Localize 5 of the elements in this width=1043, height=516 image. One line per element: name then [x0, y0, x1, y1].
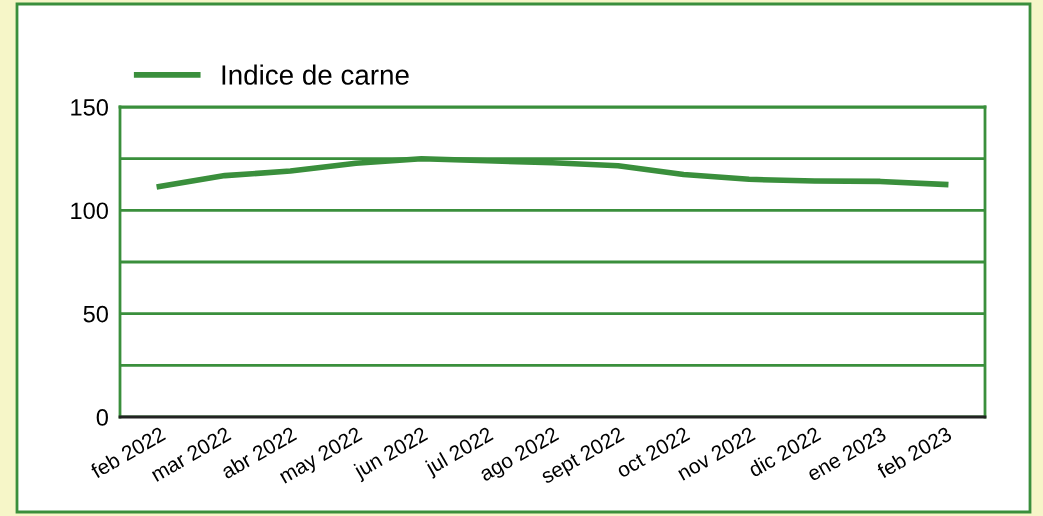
- y-tick-label: 150: [71, 99, 108, 116]
- y-tick-label: 0: [96, 409, 108, 426]
- y-tick-label: 100: [71, 202, 108, 220]
- legend-label: Indice de carne: [222, 64, 409, 85]
- y-tick-label: 50: [83, 305, 108, 323]
